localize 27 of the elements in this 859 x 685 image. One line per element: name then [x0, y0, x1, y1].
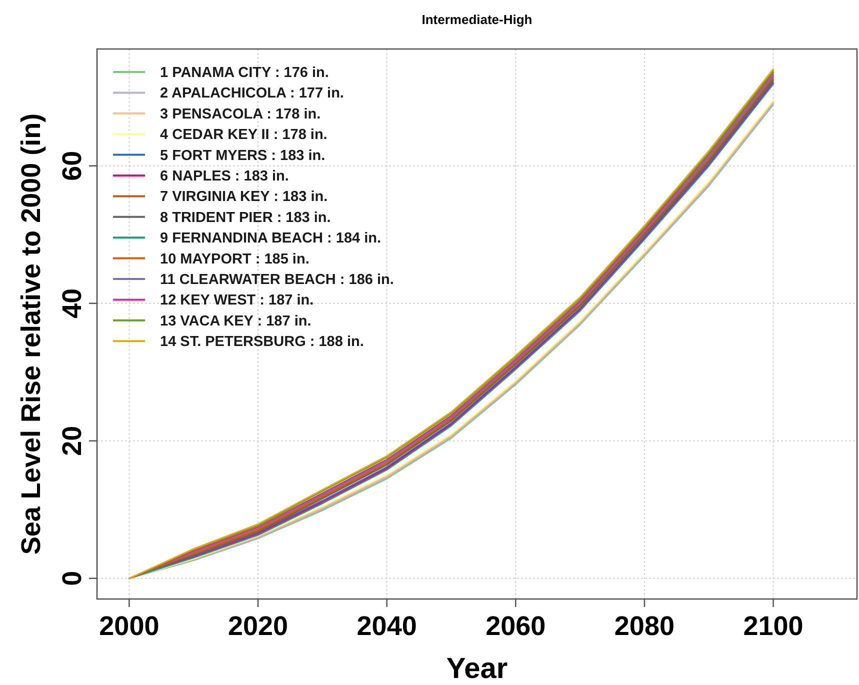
- y-axis-title: Sea Level Rise relative to 2000 (in): [16, 113, 46, 555]
- legend-label: 14 ST. PETERSBURG : 188 in.: [160, 334, 364, 350]
- legend-label: 10 MAYPORT : 185 in.: [160, 251, 310, 268]
- legend-label: 8 TRIDENT PIER : 183 in.: [160, 210, 331, 226]
- chart-title: Intermediate-High: [422, 12, 532, 27]
- legend-label: 1 PANAMA CITY : 176 in.: [160, 65, 329, 81]
- legend-label: 6 NAPLES : 183 in.: [160, 168, 289, 184]
- x-tick-label: 2020: [228, 611, 288, 641]
- x-tick-label: 2080: [614, 611, 674, 641]
- y-tick-label: 0: [57, 570, 87, 586]
- legend-label: 7 VIRGINIA KEY : 183 in.: [160, 189, 328, 206]
- x-tick-label: 2100: [743, 611, 804, 641]
- legend-label: 9 FERNANDINA BEACH : 184 in.: [160, 230, 382, 247]
- x-tick-label: 2040: [356, 611, 417, 641]
- legend-label: 4 CEDAR KEY II : 178 in.: [160, 127, 328, 144]
- x-tick-label: 2000: [99, 611, 160, 641]
- legend-label: 3 PENSACOLA : 178 in.: [160, 106, 321, 122]
- legend-label: 11 CLEARWATER BEACH : 186 in.: [160, 272, 394, 288]
- y-tick-label: 20: [57, 426, 87, 456]
- legend-label: 13 VACA KEY : 187 in.: [160, 313, 312, 330]
- y-tick-label: 60: [57, 150, 87, 181]
- x-axis-title: Year: [446, 653, 508, 685]
- legend-label: 12 KEY WEST : 187 in.: [160, 292, 314, 309]
- y-tick-label: 40: [57, 288, 87, 318]
- legend-label: 5 FORT MYERS : 183 in.: [160, 148, 326, 164]
- x-tick-label: 2060: [486, 611, 546, 641]
- legend-label: 2 APALACHICOLA : 177 in.: [160, 86, 344, 102]
